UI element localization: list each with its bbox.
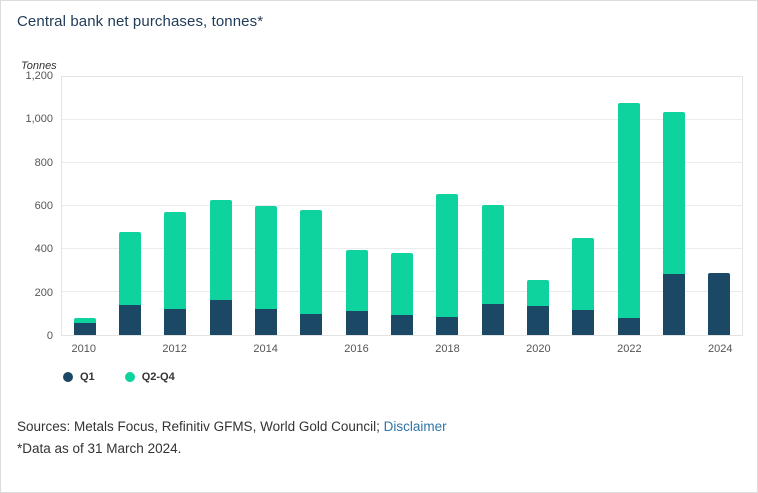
bar-segment-q1 bbox=[572, 310, 595, 335]
legend-label-q1: Q1 bbox=[80, 371, 95, 383]
bar-2016 bbox=[334, 77, 379, 335]
bar-segment-q1 bbox=[73, 323, 96, 335]
y-tick-label: 200 bbox=[34, 286, 53, 299]
gridline bbox=[62, 205, 742, 206]
q1-legend-dot bbox=[63, 372, 73, 382]
bar-segment-q2q4 bbox=[300, 210, 323, 314]
bar-segment-q1 bbox=[481, 303, 504, 335]
x-tick-label bbox=[379, 343, 424, 355]
bar-2018 bbox=[425, 77, 470, 335]
gridline bbox=[62, 162, 742, 163]
bar-2024 bbox=[697, 77, 742, 335]
bar-segment-q2q4 bbox=[118, 231, 141, 305]
bar-segment-q2q4 bbox=[662, 112, 685, 274]
bar-segment-q1 bbox=[164, 309, 187, 335]
bar-segment-q1 bbox=[209, 299, 232, 335]
x-tick-label bbox=[197, 343, 242, 355]
x-axis: 2010 2012 2014 2016 2018 2020 2022 2024 bbox=[61, 343, 743, 355]
bar-2012 bbox=[153, 77, 198, 335]
disclaimer-link[interactable]: Disclaimer bbox=[383, 419, 447, 434]
x-tick-label: 2010 bbox=[71, 343, 96, 355]
bar-2014 bbox=[243, 77, 288, 335]
y-tick-label: 1,000 bbox=[25, 113, 53, 126]
q2q4-legend-dot bbox=[124, 372, 135, 382]
bar-2021 bbox=[561, 77, 606, 335]
x-tick-label: 2012 bbox=[162, 343, 187, 355]
bar-segment-q1 bbox=[436, 316, 459, 335]
y-axis: 0 200 400 600 800 1,000 1,200 bbox=[17, 70, 61, 342]
chart-title: Central bank net purchases, tonnes* bbox=[17, 13, 264, 30]
bar-2022 bbox=[606, 77, 651, 335]
plot-wrap: 2010 2012 2014 2016 2018 2020 2022 2024 bbox=[61, 76, 743, 355]
bar-segment-q2q4 bbox=[481, 204, 504, 304]
x-tick-label: 2020 bbox=[526, 343, 551, 355]
bar-segment-q2q4 bbox=[526, 280, 549, 306]
bar-2011 bbox=[107, 77, 152, 335]
x-tick-label bbox=[106, 343, 151, 355]
legend-item-q2q4: Q2-Q4 bbox=[124, 371, 175, 383]
legend-item-q1: Q1 bbox=[63, 371, 95, 383]
y-axis-unit-label: Tonnes bbox=[21, 60, 57, 72]
bar-2015 bbox=[289, 77, 334, 335]
y-tick-label: 600 bbox=[34, 200, 53, 212]
bar-segment-q2q4 bbox=[73, 317, 96, 324]
bar-segment-q2q4 bbox=[209, 199, 232, 300]
legend: Q1 Q2-Q4 bbox=[63, 371, 743, 383]
bar-2010 bbox=[62, 77, 107, 335]
bar-segment-q1 bbox=[300, 313, 323, 335]
gridline bbox=[62, 119, 742, 120]
bar-segment-q1 bbox=[708, 272, 731, 335]
legend-label-q2q4: Q2-Q4 bbox=[141, 371, 175, 383]
bar-segment-q2q4 bbox=[254, 206, 277, 310]
bar-segment-q2q4 bbox=[345, 250, 368, 312]
y-tick-label: 800 bbox=[34, 156, 53, 169]
bar-2017 bbox=[379, 77, 424, 335]
y-tick-label: 0 bbox=[46, 330, 53, 342]
y-tick-label: 1,200 bbox=[25, 70, 53, 82]
bar-segment-q2q4 bbox=[390, 253, 413, 315]
bar-segment-q2q4 bbox=[164, 212, 187, 310]
bar-segment-q1 bbox=[254, 309, 277, 335]
bar-segment-q1 bbox=[390, 314, 413, 335]
bar-segment-q2q4 bbox=[436, 194, 459, 317]
bar-2013 bbox=[198, 77, 243, 335]
bar-segment-q2q4 bbox=[572, 238, 595, 311]
x-tick-label: 2024 bbox=[708, 343, 733, 355]
footer: Sources: Metals Focus, Refinitiv GFMS, W… bbox=[17, 419, 743, 456]
bar-2023 bbox=[651, 77, 696, 335]
bar-segment-q1 bbox=[526, 305, 549, 335]
bar-2020 bbox=[515, 77, 560, 335]
plot-area bbox=[61, 76, 743, 336]
bar-segment-q1 bbox=[662, 273, 685, 335]
chart: 0 200 400 600 800 1,000 1,200 2010 2012 2014 2016… bbox=[17, 70, 743, 355]
x-tick-label: 2014 bbox=[253, 343, 278, 355]
x-tick-label: 2018 bbox=[435, 343, 460, 355]
gridline bbox=[62, 248, 742, 249]
bar-2019 bbox=[470, 77, 515, 335]
x-tick-label: 2016 bbox=[344, 343, 369, 355]
sources-line: Sources: Metals Focus, Refinitiv GFMS, W… bbox=[17, 419, 743, 434]
bar-segment-q1 bbox=[617, 317, 640, 335]
x-tick-label bbox=[288, 343, 333, 355]
bar-segment-q1 bbox=[345, 311, 368, 335]
data-note: *Data as of 31 March 2024. bbox=[17, 441, 182, 456]
x-tick-label bbox=[652, 343, 697, 355]
bar-segment-q1 bbox=[118, 304, 141, 335]
y-tick-label: 400 bbox=[34, 243, 53, 256]
sources-text: Sources: Metals Focus, Refinitiv GFMS, W… bbox=[17, 419, 384, 434]
bars-row bbox=[62, 77, 742, 335]
x-tick-label bbox=[470, 343, 515, 355]
x-tick-label: 2022 bbox=[617, 343, 642, 355]
x-tick-label bbox=[561, 343, 606, 355]
bar-segment-q2q4 bbox=[617, 102, 640, 318]
